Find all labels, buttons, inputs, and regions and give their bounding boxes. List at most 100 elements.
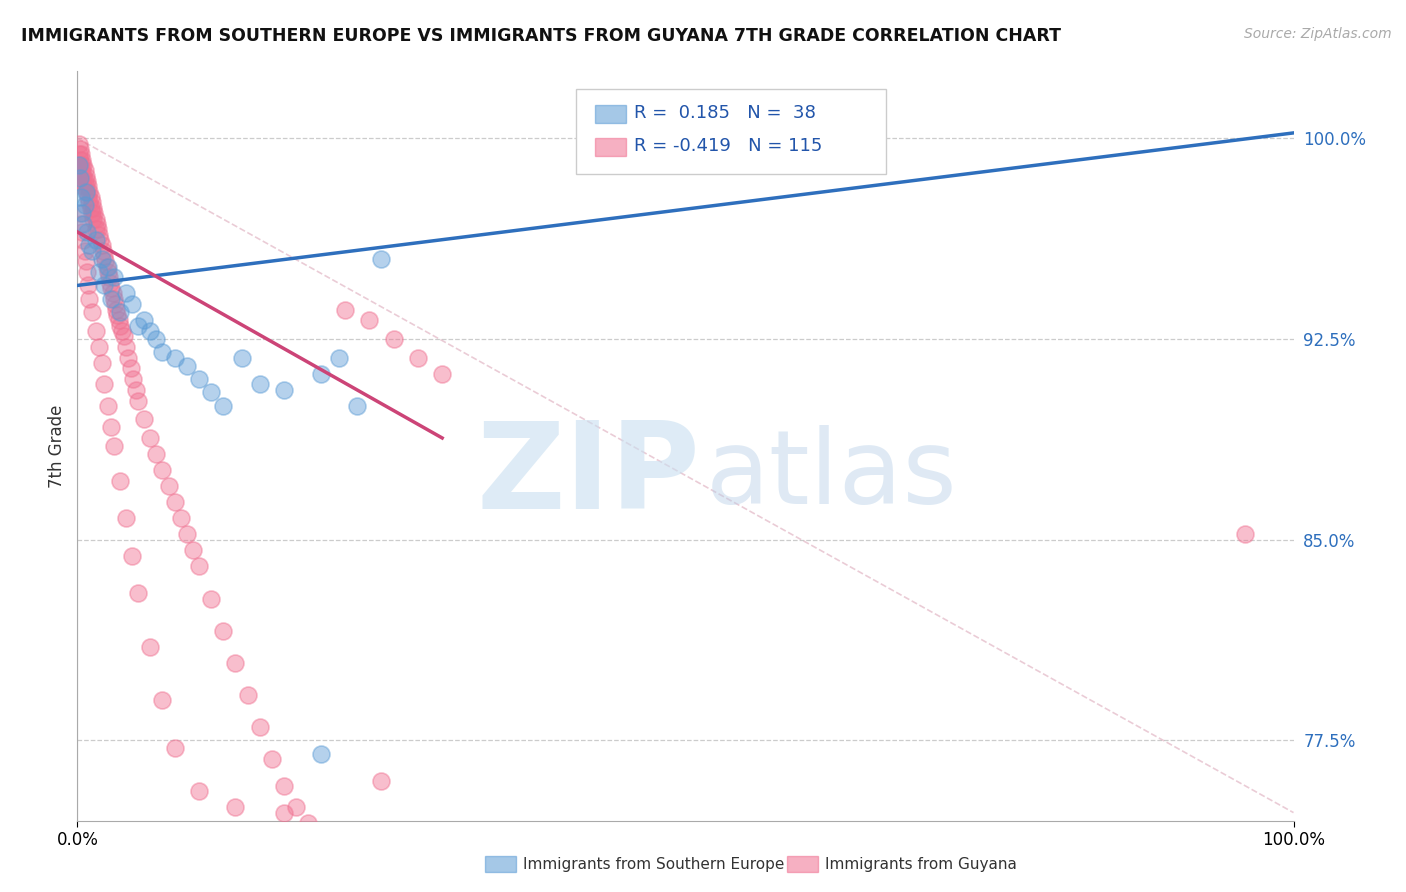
Point [127, 318, 149, 333]
Point [70, 158, 93, 172]
Point [127, 393, 149, 408]
Point [84, 222, 107, 236]
Point [100, 281, 122, 295]
Point [80, 201, 103, 215]
Point [309, 827, 332, 841]
Point [370, 773, 392, 788]
Point [107, 313, 129, 327]
Point [104, 297, 127, 311]
Point [70, 163, 93, 178]
Point [430, 367, 453, 381]
Point [170, 511, 193, 525]
Point [122, 372, 145, 386]
Text: Immigrants from Guyana: Immigrants from Guyana [825, 857, 1017, 871]
Point [77, 278, 100, 293]
Point [115, 340, 138, 354]
Point [134, 412, 156, 426]
Point [273, 383, 295, 397]
Point [406, 351, 429, 365]
Point [107, 308, 129, 322]
Point [69, 153, 91, 167]
Point [103, 439, 125, 453]
Point [69, 142, 91, 156]
Point [89, 233, 111, 247]
Point [103, 292, 125, 306]
Point [90, 252, 112, 266]
Point [93, 278, 115, 293]
Point [249, 377, 271, 392]
Point [328, 351, 350, 365]
Point [176, 359, 198, 373]
Point [89, 227, 111, 242]
Point [77, 179, 100, 194]
Point [121, 549, 143, 563]
Point [103, 270, 125, 285]
Point [145, 447, 167, 461]
Point [73, 163, 96, 178]
Point [84, 233, 107, 247]
Text: Source: ZipAtlas.com: Source: ZipAtlas.com [1244, 27, 1392, 41]
Point [212, 624, 235, 638]
Point [93, 249, 115, 263]
Point [105, 302, 128, 317]
Point [108, 305, 131, 319]
Text: R = -0.419   N = 115: R = -0.419 N = 115 [634, 137, 823, 155]
Point [76, 174, 98, 188]
Point [70, 169, 93, 183]
Point [79, 292, 101, 306]
Point [152, 345, 174, 359]
Point [67, 136, 90, 151]
Point [87, 222, 110, 236]
Point [134, 313, 156, 327]
Text: IMMIGRANTS FROM SOUTHERN EUROPE VS IMMIGRANTS FROM GUYANA 7TH GRADE CORRELATION : IMMIGRANTS FROM SOUTHERN EUROPE VS IMMIG… [21, 27, 1062, 45]
Point [249, 720, 271, 734]
Point [70, 225, 93, 239]
Point [89, 265, 111, 279]
Point [90, 238, 112, 252]
Point [89, 340, 111, 354]
Point [273, 779, 295, 793]
Point [75, 179, 97, 194]
Point [76, 265, 98, 279]
Point [72, 158, 94, 172]
Point [93, 377, 115, 392]
Point [80, 305, 103, 319]
Point [97, 270, 120, 285]
Point [70, 190, 93, 204]
Point [70, 153, 93, 167]
Point [69, 206, 91, 220]
Point [82, 211, 104, 226]
Point [359, 313, 381, 327]
Text: Immigrants from Southern Europe: Immigrants from Southern Europe [523, 857, 785, 871]
Point [77, 190, 100, 204]
Point [273, 805, 295, 820]
Point [224, 800, 246, 814]
Point [125, 383, 148, 397]
Point [84, 211, 107, 226]
Point [75, 254, 97, 268]
Point [97, 399, 120, 413]
Point [84, 324, 107, 338]
Point [76, 225, 98, 239]
Point [70, 174, 93, 188]
Point [309, 367, 332, 381]
Point [69, 163, 91, 178]
Point [212, 399, 235, 413]
Point [163, 741, 186, 756]
Point [80, 206, 103, 220]
Point [346, 399, 368, 413]
Point [73, 174, 96, 188]
Point [69, 171, 91, 186]
Point [120, 361, 142, 376]
Point [285, 800, 308, 814]
Point [72, 169, 94, 183]
Point [70, 206, 93, 220]
Point [94, 254, 117, 268]
Point [108, 474, 131, 488]
Point [115, 511, 138, 525]
Point [322, 832, 344, 847]
Point [163, 351, 186, 365]
Point [101, 286, 124, 301]
Point [67, 158, 90, 172]
Point [127, 586, 149, 600]
